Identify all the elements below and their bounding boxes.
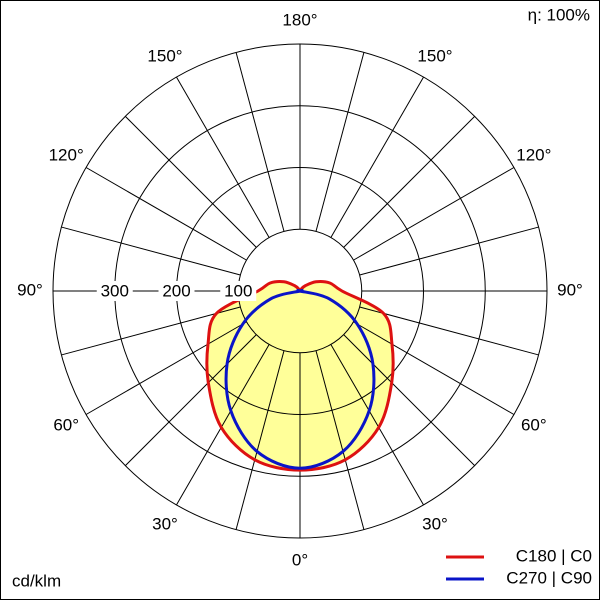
angle-tick-label: 60° xyxy=(53,415,79,434)
grid-spoke xyxy=(353,167,515,261)
angle-tick-label: 0° xyxy=(292,550,308,569)
grid-spoke xyxy=(61,226,241,276)
grid-spoke xyxy=(85,321,247,415)
angle-tick-label: 150° xyxy=(147,47,182,66)
tick-label-bg xyxy=(96,281,133,301)
angle-tick-label: 60° xyxy=(521,415,547,434)
angle-tick-label: 30° xyxy=(152,514,178,533)
grid-spoke xyxy=(330,344,424,506)
angle-tick-label: 90° xyxy=(557,280,583,299)
grid-spoke xyxy=(176,344,270,506)
grid-spoke xyxy=(124,115,257,248)
grid-spoke xyxy=(359,226,539,276)
grid-spoke xyxy=(61,306,241,356)
legend-label: C180 | C0 xyxy=(516,546,592,565)
angle-tick-label: 90° xyxy=(17,280,43,299)
unit-label: cd/klm xyxy=(12,571,61,590)
grid-spoke xyxy=(124,334,257,467)
grid-spoke xyxy=(315,52,365,232)
grid-spoke xyxy=(359,306,539,356)
series-line xyxy=(224,288,376,470)
angle-tick-label: 120° xyxy=(516,145,551,164)
r-tick-label: 300 xyxy=(101,281,129,300)
grid-spoke xyxy=(343,115,476,248)
grid-spoke xyxy=(330,76,424,238)
grid-spoke xyxy=(315,350,365,530)
r-tick-label: 200 xyxy=(162,281,190,300)
angle-tick-label: 150° xyxy=(417,47,452,66)
grid-spoke xyxy=(85,167,247,261)
grid-spoke xyxy=(235,52,285,232)
angle-tick-label: 120° xyxy=(49,145,84,164)
r-tick-label: 100 xyxy=(224,281,252,300)
series-line xyxy=(205,280,395,472)
tick-label-bg xyxy=(220,281,257,301)
efficiency-label: η: 100% xyxy=(528,5,590,24)
legend-label: C270 | C90 xyxy=(506,568,592,587)
tick-label-bg xyxy=(158,281,195,301)
grid-spoke xyxy=(235,350,285,530)
grid-spoke xyxy=(343,334,476,467)
grid-spoke xyxy=(353,321,515,415)
angle-tick-label: 30° xyxy=(422,514,448,533)
angle-tick-label: 180° xyxy=(282,10,317,29)
grid-spoke xyxy=(176,76,270,238)
